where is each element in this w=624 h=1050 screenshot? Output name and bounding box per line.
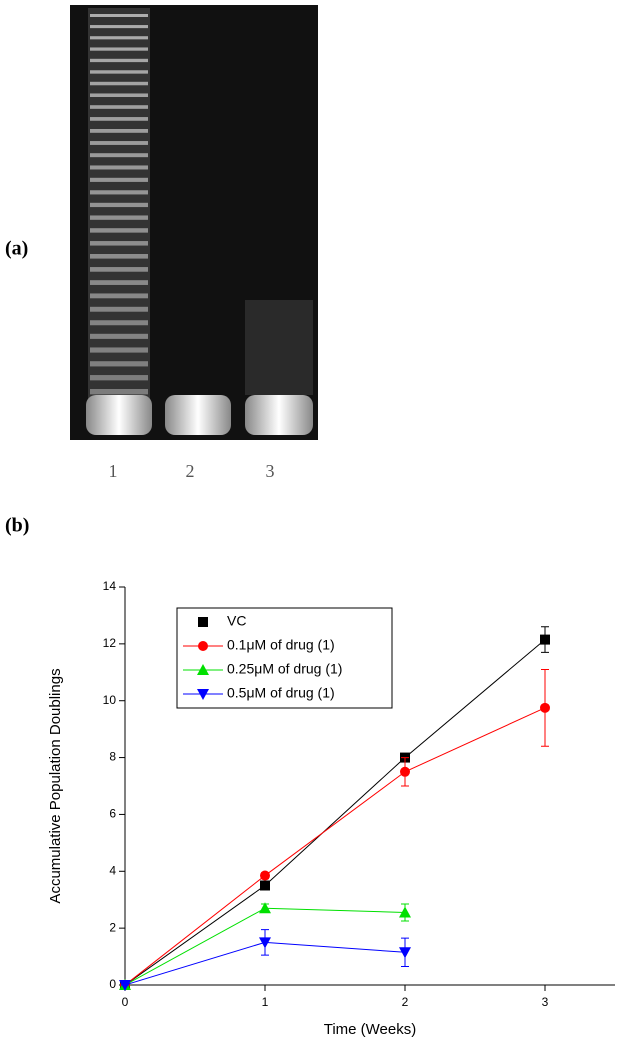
gel-band (90, 153, 148, 158)
marker (540, 634, 550, 645)
panel-label: (a) (5, 238, 28, 260)
x-tick-label: 2 (402, 995, 409, 1009)
legend-label: 0.25μM of drug (1) (227, 661, 342, 677)
series-line (124, 639, 546, 986)
gel-band (90, 58, 148, 63)
legend-marker (198, 641, 208, 651)
gel-band (90, 117, 148, 121)
gel-band (90, 93, 148, 98)
gel-band (90, 14, 148, 17)
y-tick-label: 0 (109, 977, 116, 991)
lane-label: 2 (186, 461, 195, 481)
x-tick-label: 3 (542, 995, 549, 1009)
gel-band (90, 36, 148, 40)
gel-band (90, 105, 148, 109)
marker (399, 947, 411, 959)
marker (400, 766, 410, 777)
gel-band (90, 267, 148, 272)
gel-band (90, 141, 148, 145)
legend-marker (197, 664, 209, 675)
series-line (124, 707, 546, 986)
y-tick-label: 14 (103, 579, 117, 593)
y-axis-label: Accumulative Population Doublings (47, 668, 64, 903)
x-tick-label: 0 (122, 995, 129, 1009)
marker (540, 702, 550, 713)
gel-band (90, 320, 148, 326)
gel-band (90, 293, 148, 299)
gel-band (90, 361, 148, 367)
gel-band (90, 177, 148, 182)
y-tick-label: 2 (109, 920, 116, 934)
lane-smear (245, 300, 313, 395)
well-band (165, 395, 231, 435)
y-tick-label: 12 (103, 636, 117, 650)
gel-band (90, 70, 148, 74)
gel-band (90, 375, 148, 381)
gel-band (90, 129, 148, 133)
x-tick-label: 1 (262, 995, 269, 1009)
y-tick-label: 6 (109, 807, 116, 821)
gel-band (90, 228, 148, 233)
well-band (245, 395, 313, 435)
gel-band (90, 81, 148, 86)
well-band (86, 395, 152, 435)
legend-marker (197, 689, 209, 700)
gel-band (90, 333, 148, 339)
lane-label: 3 (266, 461, 275, 481)
gel-band (90, 254, 148, 259)
y-tick-label: 4 (109, 863, 116, 877)
gel-band (90, 389, 148, 395)
gel-band (90, 215, 148, 220)
gel-band (90, 47, 148, 51)
y-tick-label: 10 (103, 693, 117, 707)
x-axis-label: Time (Weeks) (324, 1021, 417, 1038)
legend-marker (198, 617, 208, 627)
marker (119, 980, 131, 991)
legend-box (176, 607, 393, 709)
marker (260, 870, 270, 881)
gel-band (90, 190, 148, 195)
marker (259, 937, 271, 949)
marker (260, 880, 270, 891)
marker (259, 902, 271, 914)
panel-label: (b) (5, 515, 29, 537)
legend-label: 0.5μM of drug (1) (227, 685, 335, 701)
lane-label: 1 (109, 461, 118, 481)
gel-band (90, 280, 148, 285)
gel-image (70, 5, 318, 440)
marker (399, 906, 411, 918)
y-tick-label: 8 (109, 750, 116, 764)
gel-band (90, 306, 148, 312)
gel-band (90, 241, 148, 246)
gel-band (90, 165, 148, 170)
legend-label: VC (227, 613, 246, 629)
gel-band (90, 25, 148, 29)
gel-band (90, 347, 148, 353)
legend-label: 0.1μM of drug (1) (227, 637, 335, 653)
gel-band (90, 202, 148, 208)
